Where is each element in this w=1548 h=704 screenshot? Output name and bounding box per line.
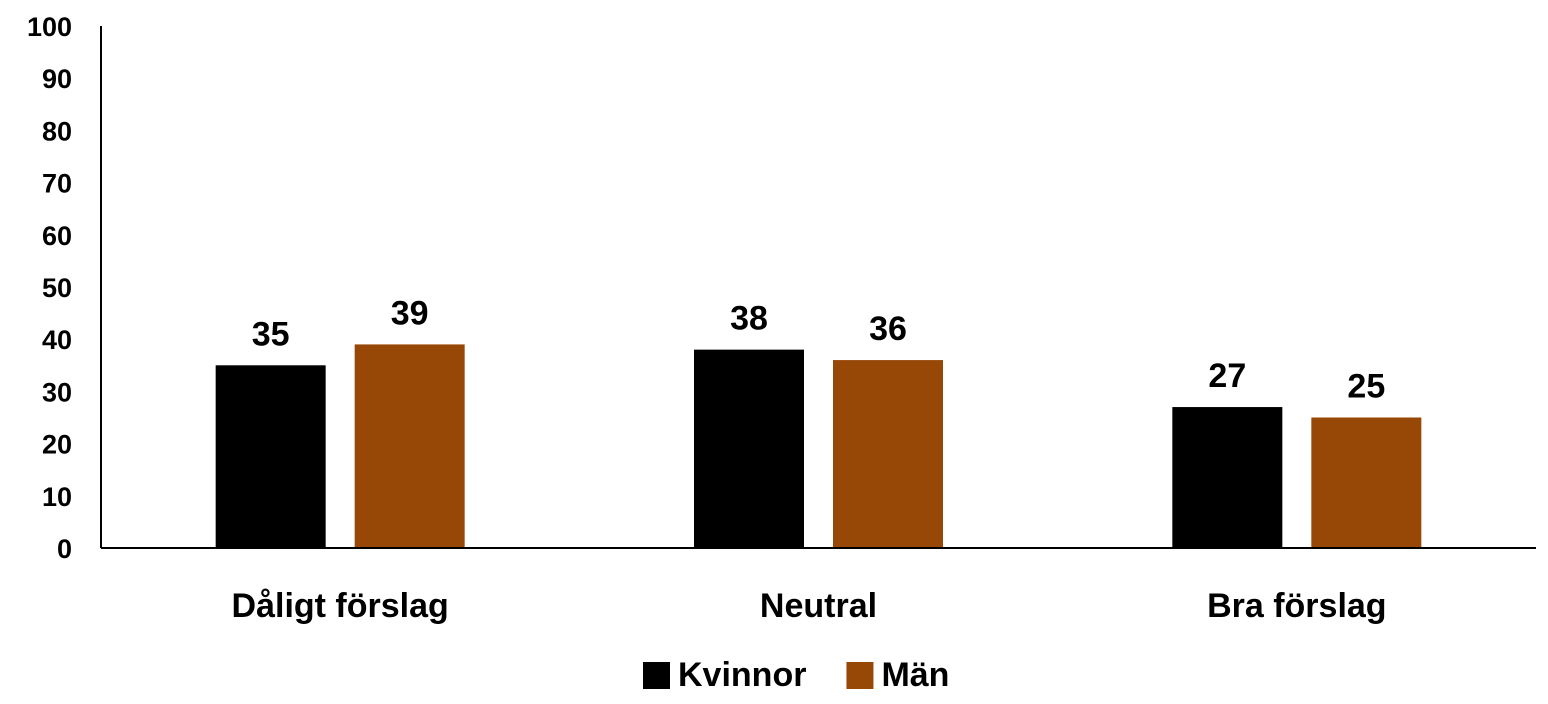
bars	[215, 344, 1422, 548]
x-axis-labels: Dåligt förslag Neutral Bra förslag	[232, 587, 1387, 625]
legend: Kvinnor Män	[643, 656, 949, 694]
y-tick-label: 0	[57, 534, 72, 564]
y-tick-label: 30	[42, 377, 72, 407]
bar	[354, 344, 465, 548]
bar	[1311, 417, 1422, 548]
x-tick-label: Bra förslag	[1207, 587, 1387, 625]
x-tick-label: Neutral	[760, 587, 877, 625]
y-tick-label: 70	[42, 169, 72, 199]
bar-data-label: 36	[869, 310, 907, 348]
y-axis-ticks: 0 10 20 30 40 50 60 70 80 90 100	[27, 12, 72, 564]
legend-label: Män	[881, 656, 949, 694]
bar-data-label: 27	[1208, 357, 1246, 395]
legend-swatch	[643, 662, 670, 689]
legend-swatch	[846, 662, 874, 689]
bar	[694, 349, 804, 548]
bar	[833, 360, 943, 548]
bar	[215, 365, 326, 548]
y-tick-label: 10	[42, 482, 72, 512]
bar-data-label: 38	[730, 300, 768, 338]
bar-data-label: 39	[391, 294, 429, 332]
y-tick-label: 50	[42, 273, 72, 303]
bar	[1172, 407, 1283, 548]
bar-data-labels: 35 39 38 36 27 25	[252, 294, 1385, 405]
bar-data-label: 25	[1347, 368, 1385, 406]
y-tick-label: 90	[42, 64, 72, 94]
x-tick-label: Dåligt förslag	[232, 587, 449, 625]
y-tick-label: 80	[42, 116, 72, 146]
y-tick-label: 40	[42, 325, 72, 355]
bar-data-label: 35	[252, 315, 290, 353]
y-tick-label: 100	[27, 12, 72, 42]
legend-label: Kvinnor	[678, 656, 806, 694]
y-tick-label: 20	[42, 430, 72, 460]
y-tick-label: 60	[42, 221, 72, 251]
